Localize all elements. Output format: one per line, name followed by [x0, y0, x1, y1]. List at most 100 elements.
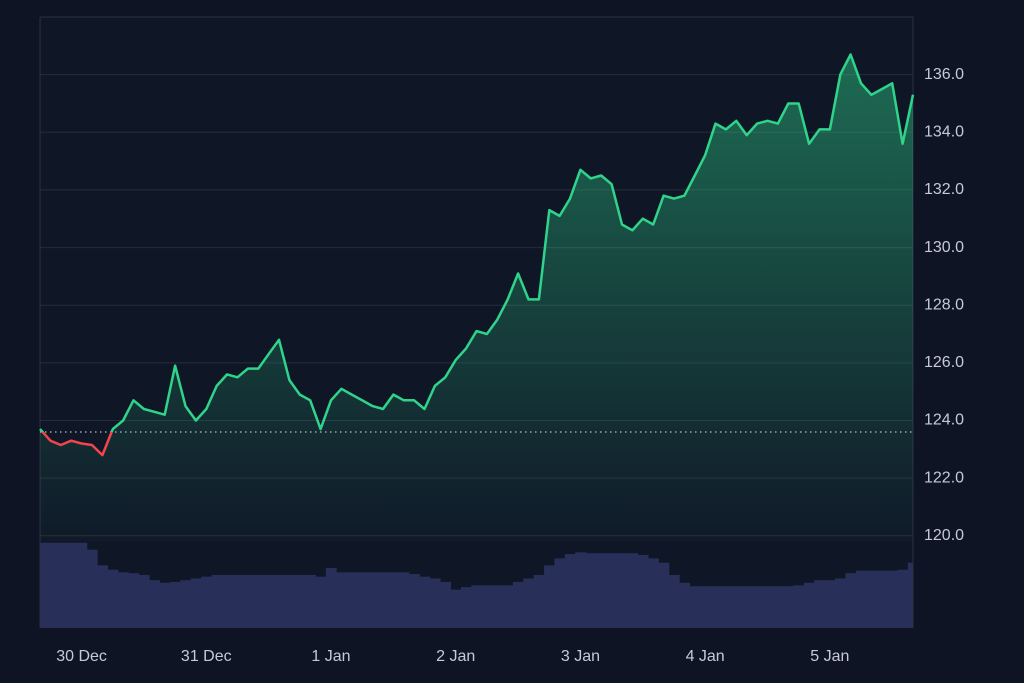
volume-bar [242, 574, 254, 628]
volume-bar [107, 569, 119, 628]
volume-bar [523, 578, 535, 628]
volume-bar [440, 581, 452, 628]
volume-bar [284, 574, 296, 628]
volume-bar [45, 542, 57, 628]
x-tick-label: 30 Dec [56, 648, 107, 665]
x-tick-label: 3 Jan [561, 648, 600, 665]
volume-bar [637, 554, 649, 628]
volume-bar [336, 572, 348, 628]
volume-bar [616, 553, 628, 628]
volume-bar [772, 586, 784, 628]
volume-bar [315, 576, 327, 628]
volume-bar [658, 562, 670, 628]
volume-bar [585, 553, 597, 628]
y-tick-label: 126.0 [924, 354, 964, 371]
volume-bar [180, 580, 192, 628]
volume-bar [544, 565, 555, 628]
volume-bar [762, 586, 774, 628]
volume-bar [554, 558, 566, 628]
volume-bar [710, 586, 722, 628]
volume-bar [232, 574, 244, 628]
volume-bar [887, 570, 898, 628]
volume-bar [679, 582, 691, 628]
volume-bar [835, 578, 846, 628]
y-tick-label: 130.0 [924, 239, 964, 256]
volume-bar [793, 585, 805, 628]
volume-bar [492, 585, 503, 628]
volume-bar [117, 572, 129, 628]
y-tick-label: 128.0 [924, 296, 964, 313]
volume-bar [606, 553, 618, 628]
volume-bar [471, 585, 483, 628]
volume-bar [388, 572, 400, 628]
volume-bar [55, 542, 67, 628]
volume-bar [190, 578, 202, 628]
volume-bar [97, 565, 109, 628]
x-tick-label: 4 Jan [686, 648, 725, 665]
volume-bar [731, 586, 743, 628]
volume-bar [845, 573, 857, 628]
volume-bar [783, 586, 794, 628]
volume-bar [502, 585, 514, 628]
volume-bar [325, 567, 337, 628]
volume-bar [429, 578, 441, 628]
volume-bar [76, 542, 88, 628]
volume-bar [814, 580, 826, 628]
volume-bar [876, 570, 888, 628]
y-tick-label: 120.0 [924, 527, 964, 544]
volume-bar [855, 570, 867, 628]
volume-bar [65, 542, 77, 628]
volume-bar [201, 576, 212, 628]
x-tick-label: 2 Jan [436, 648, 475, 665]
volume-bar [720, 586, 732, 628]
price-line [39, 53, 915, 457]
volume-bar [305, 574, 316, 628]
volume-bar [273, 574, 285, 628]
x-tick-label: 31 Dec [181, 648, 232, 665]
volume-bar [564, 554, 576, 628]
volume-bar [377, 572, 389, 628]
volume-bar [897, 569, 909, 628]
volume-bar [128, 573, 140, 628]
volume-bar [211, 574, 223, 628]
x-tick-label: 5 Jan [810, 648, 849, 665]
volume-bar [138, 574, 150, 628]
volume-bar [356, 572, 368, 628]
volume-bar [647, 558, 659, 628]
volume-bar [40, 542, 46, 628]
volume-bar [460, 587, 472, 628]
x-tick-label: 1 Jan [311, 648, 350, 665]
volume-bar [149, 580, 161, 628]
volume-bar [575, 552, 587, 628]
volume-bar [699, 586, 711, 628]
volume-bar [294, 574, 306, 628]
volume-bar [596, 553, 607, 628]
volume-bar [512, 581, 524, 628]
volume-bar [408, 574, 420, 628]
y-tick-label: 132.0 [924, 181, 964, 198]
volume-bar [221, 574, 233, 628]
volume-bar [159, 582, 171, 628]
volume-bar [533, 574, 545, 628]
volume-bar [419, 576, 431, 628]
volume-bar [263, 574, 275, 628]
volume-bar [450, 589, 462, 628]
volume-bar [907, 562, 914, 628]
volume-bar [346, 572, 358, 628]
y-tick-label: 134.0 [924, 124, 964, 141]
volume-bar [481, 585, 493, 628]
volume-bar [866, 570, 878, 628]
volume-bar [689, 586, 701, 628]
y-tick-label: 124.0 [924, 412, 964, 429]
volume-bar [741, 586, 753, 628]
y-tick-label: 122.0 [924, 469, 964, 486]
volume-bar [824, 580, 836, 628]
volume-bar [253, 574, 264, 628]
volume-bar [398, 572, 410, 628]
volume-bar [86, 549, 98, 628]
volume-bar [627, 553, 639, 628]
volume-bar [367, 572, 379, 628]
y-tick-label: 136.0 [924, 66, 964, 83]
